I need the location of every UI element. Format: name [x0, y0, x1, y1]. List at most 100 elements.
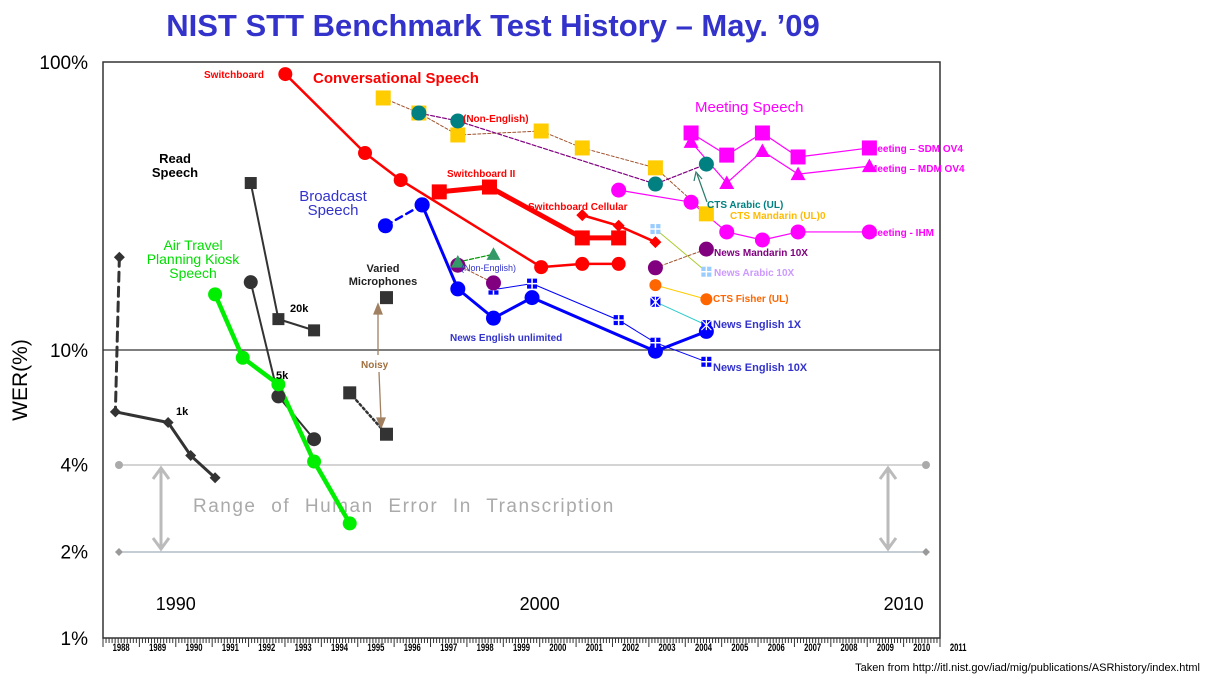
label-air-travel-line: Air Travel	[163, 237, 222, 253]
news-arabic-10x-point	[650, 224, 661, 235]
x-tick-label: 1994	[331, 642, 349, 655]
switchboard-ii-segment	[486, 184, 585, 241]
cts-arabic-point	[411, 105, 427, 121]
switchboard-cellular-segment	[581, 213, 620, 228]
cts-mandarin-point	[698, 206, 714, 222]
news-english-unlimited-segment	[456, 287, 495, 320]
switchboard-point	[611, 256, 626, 271]
cts-arabic-point	[647, 176, 663, 192]
read-5k-point	[307, 432, 322, 447]
x-tick-label: 1996	[404, 642, 421, 655]
marker-grid	[527, 278, 538, 289]
meeting-sdm-point	[861, 140, 877, 156]
read-5k-point	[271, 389, 286, 404]
marker-grid	[613, 315, 624, 326]
decade-label: 2010	[884, 594, 924, 614]
switchboard-cellular-point	[612, 219, 625, 232]
read-1k-point	[185, 450, 197, 462]
air-travel-point	[271, 377, 286, 392]
x-tick-label: 2010	[913, 642, 930, 655]
news-english-10x-point	[613, 315, 624, 326]
meeting-ihm-point	[611, 182, 627, 198]
cts-mandarin-segment	[457, 130, 542, 136]
human-error-range: Range of Human Error In Transcription	[115, 461, 930, 556]
label-noisy: Noisy	[361, 360, 389, 371]
label-cts-arabic: CTS Arabic (UL)	[707, 200, 783, 211]
human-range-upper-dot	[115, 461, 123, 469]
news-english-10x-segment	[654, 342, 707, 363]
meeting-sdm-point	[754, 125, 770, 141]
switchboard-ii-point	[481, 179, 497, 195]
meeting-sdm-point	[790, 149, 806, 165]
news-english-unlimited-point	[450, 281, 466, 297]
noisy-point	[343, 386, 357, 400]
cts-mandarin-point	[647, 160, 663, 176]
news-english-unlimited-segment	[530, 296, 657, 353]
meeting-mdm-point	[861, 158, 877, 173]
read-1k-point	[209, 472, 221, 484]
label-varied-microphones: Varied Microphones	[349, 263, 417, 288]
decade-label: 2000	[520, 594, 560, 614]
x-tick-label: 1992	[258, 642, 275, 655]
news-english-1x-point	[649, 296, 661, 308]
air-travel-segment	[240, 355, 281, 387]
label-news-english-unlimited: News English unlimited	[450, 333, 562, 344]
read-1k-segment	[166, 421, 193, 458]
x-tick-label: 2004	[695, 642, 713, 655]
cts-arabic-point	[450, 113, 466, 129]
label-meeting-ihm: Meeting - IHM	[869, 228, 934, 239]
y-tick-label: 100%	[39, 53, 88, 74]
read-1k-segment	[113, 255, 121, 414]
cts-mandarin-point	[533, 123, 549, 139]
meeting-ihm-segment	[618, 189, 692, 203]
series-lines	[113, 72, 871, 526]
x-tick-label: 2002	[622, 642, 639, 655]
label-read-speech-line: Read	[159, 151, 191, 166]
news-english-10x-point	[701, 356, 712, 367]
label-news-english-10x: News English 10X	[713, 362, 808, 374]
x-tick-label: 2008	[841, 642, 859, 655]
x-tick-label: 1995	[367, 642, 385, 655]
y-tick-label: 2%	[61, 542, 89, 563]
cts-arabic-segment	[457, 120, 657, 185]
news-mandarin-10x-point	[698, 241, 714, 257]
label-news-arabic-10x: News Arabic 10X	[714, 268, 795, 279]
source-note: Taken from http://itl.nist.gov/iad/mig/p…	[855, 662, 1200, 674]
cts-mandarin-segment	[581, 147, 656, 169]
news-english-1x-point	[700, 319, 712, 331]
news-english-unlimited-point	[524, 290, 540, 306]
x-tick-label: 1998	[477, 642, 495, 655]
cts-arabic-point	[698, 156, 714, 172]
switchboard-point	[358, 146, 373, 161]
read-1k-segment	[189, 454, 217, 480]
read-1k-point	[162, 417, 174, 429]
marker-grid	[701, 266, 712, 277]
label-meeting-speech: Meeting Speech	[695, 99, 803, 116]
meeting-sdm-segment	[797, 147, 871, 158]
air-travel-segment	[311, 459, 352, 526]
meeting-mdm-segment	[797, 165, 871, 175]
label-read-speech: Read Speech	[152, 151, 198, 180]
switchboard-ii-point	[431, 184, 447, 200]
label-switchboard-ii: Switchboard II	[447, 169, 516, 180]
cts-fisher-segment	[654, 284, 707, 300]
x-tick-label: 1988	[113, 642, 131, 655]
read-20k-point	[272, 313, 285, 326]
marker-grid	[701, 356, 712, 367]
bn-non-english-tri-point	[450, 255, 465, 268]
news-arabic-10x-point	[701, 266, 712, 277]
label-air-travel-line: Planning Kiosk	[147, 251, 241, 267]
x-tick-label: 2003	[659, 642, 676, 655]
news-mandarin-10x-point	[647, 260, 663, 276]
read-1k-point	[109, 406, 121, 418]
meeting-mdm-point	[790, 166, 806, 181]
news-english-unlimited-segment	[653, 329, 708, 353]
meeting-mdm-point	[754, 143, 770, 157]
noisy-arrow-icon	[373, 302, 386, 430]
read-1k-segment	[113, 410, 170, 425]
x-tick-label: 1999	[513, 642, 530, 655]
marker-cross	[649, 296, 661, 308]
label-varied-line: Varied	[366, 263, 399, 275]
label-news-mandarin-10x: News Mandarin 10X	[714, 248, 808, 259]
label-air-travel: Air Travel Planning Kiosk Speech	[147, 237, 241, 281]
